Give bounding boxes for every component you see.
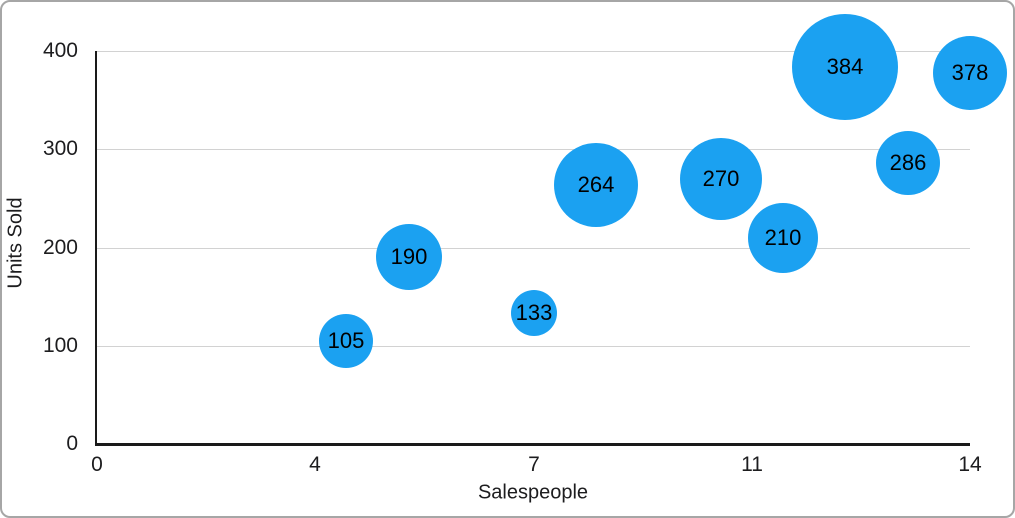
y-tick-label-0: 0 xyxy=(66,432,78,455)
y-tick-label-200: 200 xyxy=(42,236,78,259)
x-tick-label-14: 14 xyxy=(958,453,982,476)
bubble-384[interactable]: 384 xyxy=(792,14,898,120)
y-tick-label-100: 100 xyxy=(42,334,78,357)
bubble-value-label: 378 xyxy=(951,60,989,85)
x-tick-label-11: 11 xyxy=(741,453,763,476)
bubble-133[interactable]: 133 xyxy=(511,290,557,336)
x-axis-line xyxy=(95,443,970,446)
bubble-270[interactable]: 270 xyxy=(680,138,762,220)
gridline-y-400 xyxy=(97,51,970,52)
bubble-378[interactable]: 378 xyxy=(933,36,1007,110)
y-tick-label-400: 400 xyxy=(42,39,78,62)
bubble-value-label: 210 xyxy=(764,225,802,250)
bubble-value-label: 270 xyxy=(702,166,740,191)
bubble-value-label: 133 xyxy=(515,300,553,325)
bubble-value-label: 384 xyxy=(826,54,864,79)
bubble-210[interactable]: 210 xyxy=(748,203,818,273)
x-tick-label-4: 4 xyxy=(309,453,321,476)
bubble-value-label: 286 xyxy=(889,150,927,175)
gridline-y-200 xyxy=(97,248,970,249)
bubble-286[interactable]: 286 xyxy=(876,131,940,195)
y-tick-label-300: 300 xyxy=(42,137,78,160)
bubble-105[interactable]: 105 xyxy=(319,314,373,368)
y-axis-line xyxy=(95,51,97,446)
gridline-y-100 xyxy=(97,346,970,347)
bubble-264[interactable]: 264 xyxy=(554,143,638,227)
gridline-y-300 xyxy=(97,149,970,150)
bubble-value-label: 264 xyxy=(577,172,615,197)
bubble-value-label: 190 xyxy=(390,244,428,269)
x-tick-label-7: 7 xyxy=(528,453,540,476)
bubble-value-label: 105 xyxy=(327,328,365,353)
bubble-190[interactable]: 190 xyxy=(376,224,442,290)
x-axis-title: Salespeople xyxy=(477,481,589,504)
x-tick-label-0: 0 xyxy=(91,453,103,476)
